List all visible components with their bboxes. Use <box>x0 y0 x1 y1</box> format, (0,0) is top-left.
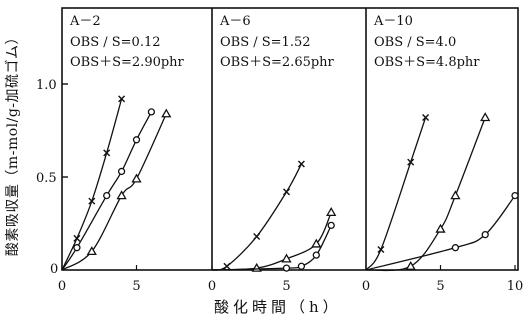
x-tick-label: 5 <box>436 279 444 294</box>
series-curve <box>365 195 516 271</box>
y-tick-label: 0.5 <box>36 171 57 186</box>
data-point-circle-marker <box>282 264 291 272</box>
data-point-triangle-marker <box>450 190 461 200</box>
y-tick-label: 0 <box>50 262 58 277</box>
data-point-triangle-marker <box>405 260 416 270</box>
data-point-circle-marker <box>297 262 306 270</box>
data-point-triangle-marker <box>326 207 337 216</box>
series-curve <box>365 117 427 271</box>
data-point-circle-marker <box>451 244 460 252</box>
panel-info-ratio: OBS / S=4.0 <box>374 35 456 50</box>
data-point-circle-marker <box>312 251 320 259</box>
data-point-triangle-marker <box>480 112 491 122</box>
data-point-triangle-marker <box>86 246 97 256</box>
data-point-triangle-marker <box>131 173 142 183</box>
x-tick-label: 0 <box>58 279 66 294</box>
x-marker-stroke <box>118 95 126 103</box>
x-marker-stroke <box>377 246 385 254</box>
panel-info-sum: OBS＋S=4.8phr <box>374 55 480 70</box>
data-point-circle-marker <box>327 221 335 230</box>
data-point-x-marker <box>88 197 96 205</box>
data-point-circle-marker <box>117 167 126 176</box>
x-marker-stroke <box>407 158 415 166</box>
data-point-triangle-marker <box>161 108 172 118</box>
panel-label: A－2 <box>69 14 101 29</box>
panel-info-ratio: OBS / S=0.12 <box>70 35 161 50</box>
panel-info-ratio: OBS / S=1.52 <box>220 35 311 50</box>
data-point-x-marker <box>297 160 305 168</box>
data-point-circle-marker <box>147 108 156 116</box>
data-point-triangle-marker <box>311 238 322 248</box>
panel-label: A－6 <box>219 14 251 29</box>
data-point-circle-marker <box>511 191 519 200</box>
x-tick-label: 0 <box>362 279 370 294</box>
data-point-x-marker <box>103 149 111 157</box>
data-point-x-marker <box>407 158 415 166</box>
x-marker-stroke <box>283 188 290 196</box>
data-point-x-marker <box>253 233 261 241</box>
y-axis-label: 酸素吸収量（m-mol/g-加硫ゴム） <box>5 29 21 257</box>
panel-info-sum: OBS＋S=2.90phr <box>70 55 185 70</box>
x-tick-label: 10 <box>507 279 524 294</box>
plot-frame <box>61 7 519 271</box>
data-point-x-marker <box>118 95 126 103</box>
x-tick-label: 5 <box>132 279 140 294</box>
data-point-circle-marker <box>132 136 141 144</box>
x-marker-stroke <box>103 149 111 157</box>
x-marker-stroke <box>88 197 96 205</box>
data-point-x-marker <box>73 234 81 242</box>
x-marker-stroke <box>253 233 261 241</box>
x-marker-stroke <box>223 262 231 270</box>
series-curve <box>211 212 332 271</box>
data-point-triangle-marker <box>116 190 127 200</box>
x-axis-label: 酸化時間（h） <box>214 298 342 316</box>
data-point-triangle-marker <box>435 223 446 233</box>
data-point-triangle-marker <box>281 253 292 263</box>
panel-info-sum: OBS＋S=2.65phr <box>220 55 335 70</box>
data-point-circle-marker <box>103 191 111 200</box>
data-point-x-marker <box>422 113 430 121</box>
series-curve <box>211 163 302 271</box>
series-curve <box>61 98 123 271</box>
x-marker-stroke <box>73 234 81 242</box>
panel-label: A－10 <box>373 14 413 29</box>
data-point-x-marker <box>283 188 290 196</box>
x-marker-stroke <box>297 160 305 168</box>
x-tick-label: 0 <box>208 279 216 294</box>
y-tick-label: 1.0 <box>36 78 57 93</box>
x-tick-label: 5 <box>282 279 290 294</box>
data-point-x-marker <box>377 246 385 254</box>
data-point-circle-marker <box>73 244 81 252</box>
data-point-circle-marker <box>481 231 489 239</box>
data-point-x-marker <box>223 262 231 270</box>
x-marker-stroke <box>422 113 430 121</box>
